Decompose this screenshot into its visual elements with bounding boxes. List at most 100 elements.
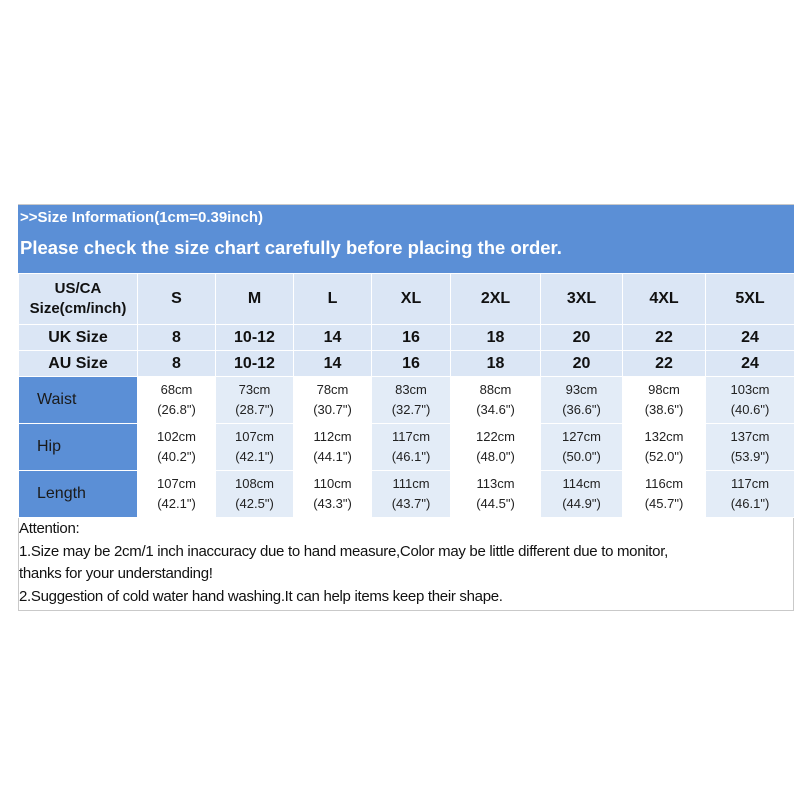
cm-value: 68cm: [160, 382, 193, 397]
size-cell: 24: [705, 324, 795, 351]
size-cell: M: [215, 273, 294, 325]
measure-cell: 113cm (44.5"): [450, 470, 541, 518]
measure-cell: 107cm (42.1"): [137, 470, 216, 518]
hip-row: Hip 102cm (40.2") 107cm (42.1") 112cm (44.1…: [18, 423, 795, 471]
cm-value: 83cm: [395, 382, 427, 397]
measure-cell: 117cm (46.1"): [371, 423, 451, 471]
us-ca-label: US/CA: [54, 280, 102, 297]
cm-value: 122cm: [475, 429, 516, 444]
us-ca-size-row: US/CA Size(cm/inch) S M L XL 2XL 3XL 4XL…: [18, 273, 795, 325]
inch-value: (44.9"): [562, 496, 601, 511]
inch-value: (36.6"): [562, 402, 601, 417]
measure-cell: 114cm (44.9"): [540, 470, 623, 518]
size-cell: 4XL: [622, 273, 706, 325]
cm-value: 78cm: [316, 382, 349, 397]
size-cell: 14: [293, 350, 372, 377]
inch-value: (43.7"): [391, 496, 431, 511]
measure-cell: 68cm (26.8"): [137, 376, 216, 424]
measure-cell: 137cm (53.9"): [705, 423, 795, 471]
size-chart-header: >>Size Information(1cm=0.39inch) Please …: [18, 204, 794, 273]
inch-value: (38.6"): [644, 402, 684, 417]
cm-value: 110cm: [313, 476, 352, 491]
cm-value: 132cm: [644, 429, 684, 444]
measure-cell: 116cm (45.7"): [622, 470, 706, 518]
waist-header: Waist: [18, 376, 138, 424]
measure-cell: 122cm (48.0"): [450, 423, 541, 471]
note-line-1: 1.Size may be 2cm/1 inch inaccuracy due …: [19, 542, 668, 560]
cm-value: 127cm: [561, 429, 602, 444]
cm-value: 102cm: [156, 429, 197, 444]
measure-cell: 107cm (42.1"): [215, 423, 294, 471]
measure-cell: 83cm (32.7"): [371, 376, 451, 424]
measure-cell: 78cm (30.7"): [293, 376, 372, 424]
size-cell: 20: [540, 350, 623, 377]
measure-cell: 108cm (42.5"): [215, 470, 294, 518]
inch-value: (34.6"): [476, 402, 515, 417]
length-row: Length 107cm (42.1") 108cm (42.5") 110cm (4…: [18, 470, 795, 518]
measure-cell: 93cm (36.6"): [540, 376, 623, 424]
inch-value: (44.1"): [313, 449, 352, 464]
size-cell: 3XL: [540, 273, 623, 325]
size-cell: 8: [137, 350, 216, 377]
inch-value: (32.7"): [391, 402, 431, 417]
inch-value: (46.1"): [391, 449, 431, 464]
inch-value: (48.0"): [476, 449, 515, 464]
size-cell: 20: [540, 324, 623, 351]
inch-value: (42.5"): [235, 496, 274, 511]
cm-value: 93cm: [565, 382, 598, 397]
uk-size-header: UK Size: [18, 324, 138, 351]
waist-row: Waist 68cm (26.8") 73cm (28.7") 78cm (30.7"…: [18, 376, 795, 424]
inch-value: (42.1"): [157, 496, 196, 511]
size-chart: >>Size Information(1cm=0.39inch) Please …: [18, 204, 795, 611]
cm-value: 103cm: [730, 382, 770, 397]
uk-size-row: UK Size 8 10-12 14 16 18 20 22 24: [18, 324, 795, 351]
au-size-row: AU Size 8 10-12 14 16 18 20 22 24: [18, 350, 795, 377]
cm-value: 107cm: [234, 429, 275, 444]
hip-header: Hip: [18, 423, 138, 471]
note-line-2: thanks for your understanding!: [19, 565, 213, 582]
us-ca-size-header: US/CA Size(cm/inch): [18, 273, 138, 325]
attention-notes: Attention: 1.Size may be 2cm/1 inch inac…: [18, 518, 794, 611]
inch-value: (43.3"): [313, 496, 352, 511]
size-unit-label: Size(cm/inch): [29, 300, 127, 317]
measure-cell: 132cm (52.0"): [622, 423, 706, 471]
measure-cell: 112cm (44.1"): [293, 423, 372, 471]
inch-value: (40.6"): [730, 402, 770, 417]
size-info-title: >>Size Information(1cm=0.39inch): [20, 209, 263, 226]
measure-cell: 117cm (46.1"): [705, 470, 795, 518]
inch-value: (30.7"): [313, 402, 352, 417]
size-cell: 16: [371, 324, 451, 351]
cm-value: 117cm: [730, 476, 770, 491]
size-cell: 24: [705, 350, 795, 377]
inch-value: (42.1"): [235, 449, 274, 464]
size-cell: 22: [622, 350, 706, 377]
size-cell: S: [137, 273, 216, 325]
measure-cell: 102cm (40.2"): [137, 423, 216, 471]
size-cell: 14: [293, 324, 372, 351]
inch-value: (52.0"): [644, 449, 684, 464]
size-cell: 16: [371, 350, 451, 377]
inch-value: (50.0"): [562, 449, 601, 464]
inch-value: (46.1"): [730, 496, 770, 511]
cm-value: 114cm: [562, 476, 601, 491]
size-cell: XL: [371, 273, 451, 325]
size-cell: 8: [137, 324, 216, 351]
cm-value: 112cm: [313, 429, 352, 444]
cm-value: 108cm: [234, 476, 275, 491]
note-line-3: 2.Suggestion of cold water hand washing.…: [19, 587, 503, 605]
size-chart-notice: Please check the size chart carefully be…: [20, 237, 562, 258]
cm-value: 98cm: [648, 382, 680, 397]
measure-cell: 103cm (40.6"): [705, 376, 795, 424]
size-cell: L: [293, 273, 372, 325]
inch-value: (26.8"): [157, 402, 196, 417]
inch-value: (28.7"): [235, 402, 274, 417]
size-cell: 10-12: [215, 350, 294, 377]
measure-cell: 73cm (28.7"): [215, 376, 294, 424]
measure-cell: 127cm (50.0"): [540, 423, 623, 471]
size-cell: 5XL: [705, 273, 795, 325]
attention-heading: Attention:: [19, 520, 80, 537]
inch-value: (45.7"): [644, 496, 684, 511]
au-size-header: AU Size: [18, 350, 138, 377]
cm-value: 137cm: [730, 429, 770, 444]
measure-cell: 111cm (43.7"): [371, 470, 451, 518]
